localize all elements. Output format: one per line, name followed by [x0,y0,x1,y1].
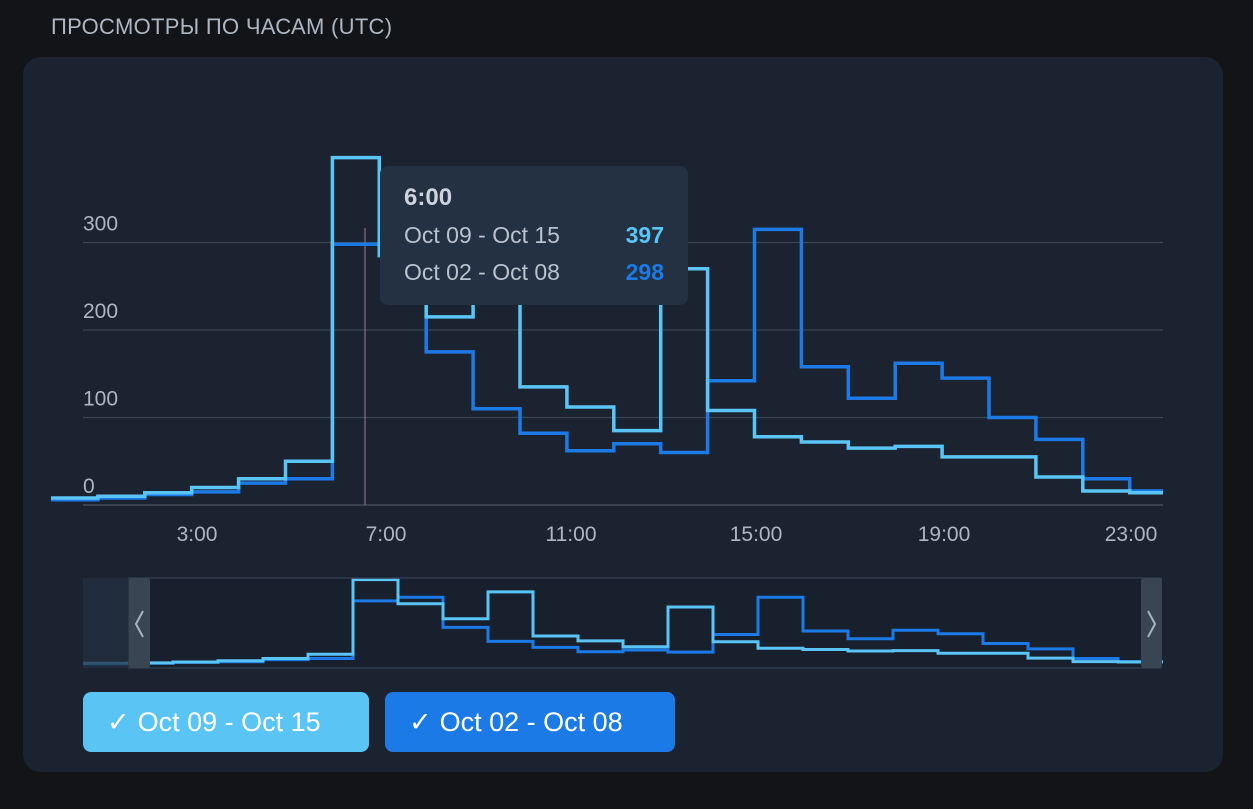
page-title: Просмотры по часам (UTC) [51,14,393,39]
y-tick-label: 300 [83,213,118,236]
x-tick-label: 7:00 [366,523,407,546]
hover-tooltip: 6:00 Oct 09 - Oct 15 397 Oct 02 - Oct 08… [380,166,688,305]
tooltip-row-series-a: Oct 09 - Oct 15 397 [404,222,664,249]
x-tick-label: 19:00 [918,523,971,546]
y-tick-label: 100 [83,388,118,411]
navigator-series-oct-09-oct-15 [83,578,1163,665]
range-navigator[interactable] [83,577,1163,669]
legend-toggle-oct-02-oct-08[interactable]: ✓ Oct 02 - Oct 08 [385,692,675,752]
check-icon: ✓ [409,706,432,737]
legend-label: Oct 02 - Oct 08 [439,706,623,737]
navigator-left-handle[interactable] [129,578,150,668]
tooltip-row-series-b: Oct 02 - Oct 08 298 [404,259,664,286]
x-tick-label: 3:00 [177,523,218,546]
legend-label: Oct 09 - Oct 15 [137,706,321,737]
tooltip-value: 397 [625,222,664,248]
tooltip-label: Oct 09 - Oct 15 [404,222,560,248]
navigator-right-handle[interactable] [1141,578,1162,668]
x-tick-label: 15:00 [730,523,783,546]
x-tick-label: 23:00 [1105,523,1158,546]
navigator-unselected-mask [83,578,129,668]
y-tick-label: 200 [83,300,118,323]
x-tick-label: 11:00 [546,523,597,546]
series-line-oct-09-oct-15 [51,155,1163,500]
tooltip-label: Oct 02 - Oct 08 [404,259,560,285]
check-icon: ✓ [107,706,130,737]
chevron-right-icon [1147,610,1157,638]
tooltip-value: 298 [625,259,664,285]
chevron-left-icon [134,610,144,638]
tooltip-title: 6:00 [404,184,453,211]
y-axis-tick-labels: 0 100 200 300 [83,213,118,499]
series-lines [51,155,1163,502]
x-axis-tick-labels: 3:00 7:00 11:00 15:00 19:00 23:00 [177,523,1158,546]
legend-toggle-oct-09-oct-15[interactable]: ✓ Oct 09 - Oct 15 [83,692,369,752]
y-tick-label: 0 [83,475,95,498]
